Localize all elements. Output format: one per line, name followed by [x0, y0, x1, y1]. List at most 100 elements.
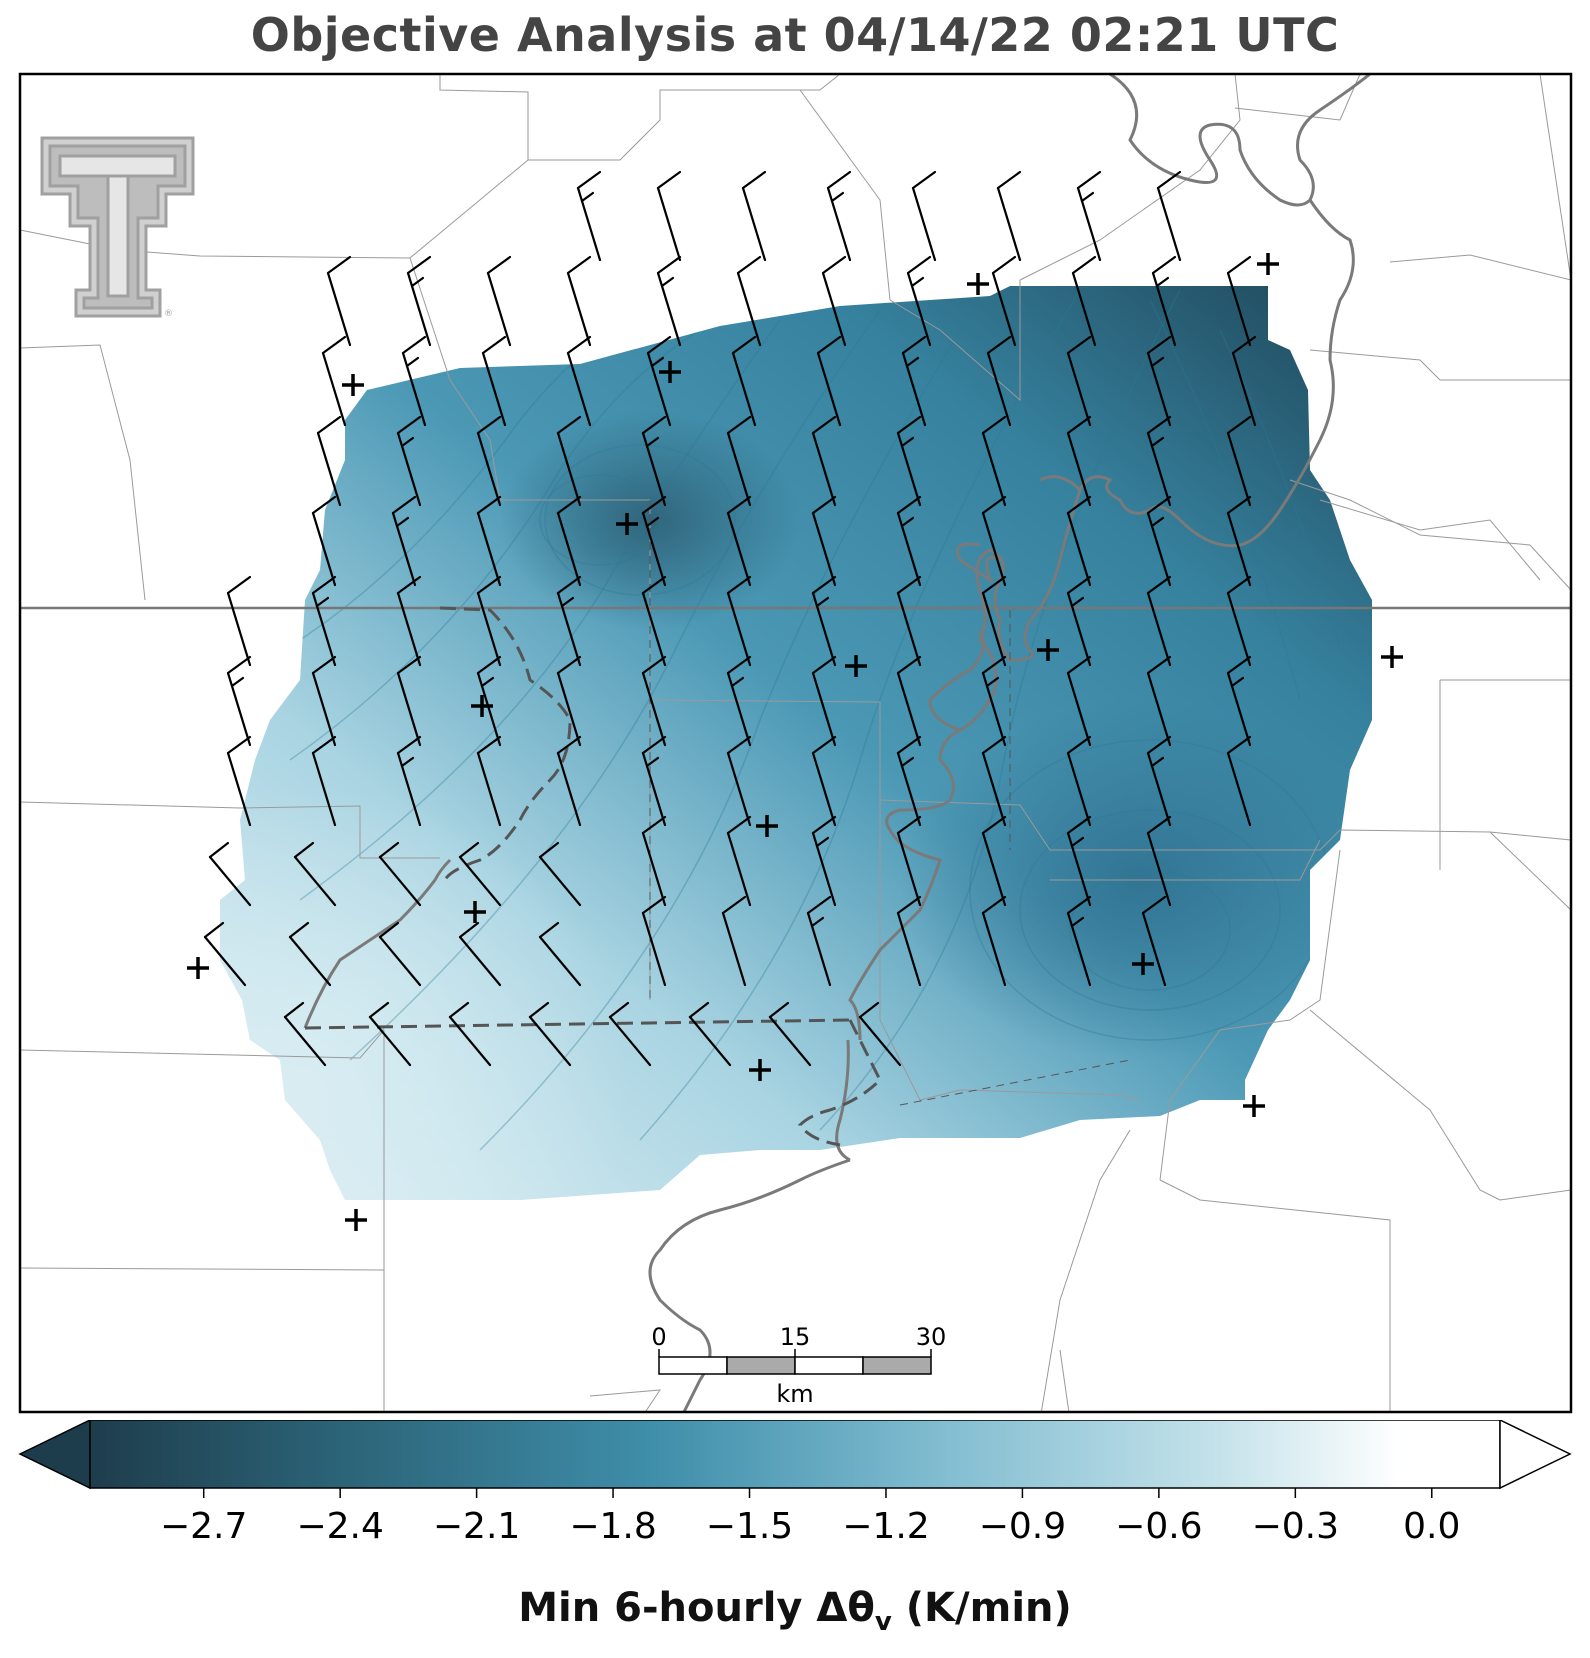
county-borders [20, 74, 1571, 1412]
wind-barb [556, 655, 582, 747]
wind-barb [911, 170, 937, 262]
wind-barb [981, 575, 1007, 667]
wind-barb [811, 495, 837, 587]
wind-barb [538, 921, 582, 987]
wind-barb [486, 255, 512, 347]
wind-barb [1146, 655, 1172, 747]
wind-barb [528, 1001, 572, 1067]
wind-barb [1066, 655, 1092, 747]
wind-barb [396, 575, 422, 667]
wind-barb [226, 655, 252, 747]
wind-barb [811, 815, 837, 907]
wind-barb [906, 255, 932, 347]
wind-barb [293, 841, 337, 907]
wind-barb [1066, 335, 1092, 427]
wind-barb [476, 415, 502, 507]
wind-barb [641, 495, 667, 587]
wind-barb [481, 335, 507, 427]
wind-barb [203, 921, 247, 987]
wind-barb [1066, 495, 1092, 587]
wind-barb [981, 735, 1007, 827]
station-marker [616, 513, 638, 535]
wind-barb [321, 335, 347, 427]
wind-barb [811, 575, 837, 667]
wind-barb [806, 895, 832, 987]
wind-barb [1141, 895, 1167, 987]
scale-tick-15: 15 [780, 1323, 811, 1351]
station-marker [1257, 253, 1279, 275]
wind-barb [721, 895, 747, 987]
station-marker [749, 1059, 771, 1081]
wind-barb [1226, 495, 1252, 587]
wind-barb [896, 815, 922, 907]
contour-lines [289, 289, 1341, 1151]
colorbar-tick-label: −0.9 [979, 1506, 1066, 1547]
colorbar-label: Min 6-hourly Δθv (K/min) [0, 1585, 1590, 1637]
station-marker [464, 901, 486, 923]
wind-barb [641, 895, 667, 987]
station-marker [1132, 953, 1154, 975]
wind-barb [1146, 495, 1172, 587]
wind-barb [608, 1001, 652, 1067]
colorbar-tick-label: −1.2 [842, 1506, 929, 1547]
station-marker [342, 374, 364, 396]
station-marker [756, 815, 778, 837]
wind-barb [378, 921, 422, 987]
colorbar-tick-label: −1.5 [706, 1506, 793, 1547]
wind-barb [458, 921, 502, 987]
station-markers [187, 253, 1403, 1231]
map-panel: ® 0 15 30 km [18, 72, 1573, 1414]
colorbar-tick-label: −2.1 [433, 1506, 520, 1547]
colorbar-ticks: −2.7 −2.4 −2.1 −1.8 −1.5 −1.2 −0.9 −0.6 −0.3 0.0 [160, 1488, 1460, 1547]
wind-barb [896, 895, 922, 987]
wind-barb [646, 335, 672, 427]
wind-barb [726, 575, 752, 667]
wind-barb [1226, 655, 1252, 747]
wind-barb [726, 815, 752, 907]
wind-barb [326, 255, 352, 347]
wind-barb [641, 575, 667, 667]
wind-barbs [203, 170, 1257, 1067]
colorbar-extend-high [1499, 1420, 1572, 1490]
wind-barb [556, 415, 582, 507]
page-title: Objective Analysis at 04/14/22 02:21 UTC [250, 8, 1340, 62]
scale-unit: km [776, 1380, 813, 1408]
wind-barb [811, 655, 837, 747]
wind-barb [641, 735, 667, 827]
wind-barb [476, 655, 502, 747]
wind-barb [476, 495, 502, 587]
wind-barb [311, 735, 337, 827]
wind-barb [726, 655, 752, 747]
wind-barb [458, 841, 502, 907]
wind-barb [981, 415, 1007, 507]
wind-barb [476, 575, 502, 667]
wind-barb [576, 170, 602, 262]
wind-barb [396, 415, 422, 507]
station-marker [187, 957, 209, 979]
wind-barb [311, 495, 337, 587]
wind-barb [1066, 415, 1092, 507]
scale-tick-30: 30 [916, 1323, 947, 1351]
wind-barb [656, 170, 682, 262]
station-marker [345, 1209, 367, 1231]
wind-barb [226, 575, 252, 667]
wind-barb [1066, 575, 1092, 667]
colorbar-label-sub: v [874, 1607, 892, 1637]
station-marker [1243, 1095, 1265, 1117]
svg-text:®: ® [164, 309, 173, 319]
wind-barb [731, 335, 757, 427]
wind-barb [981, 895, 1007, 987]
wind-barb [688, 1001, 732, 1067]
wind-barb [1066, 735, 1092, 827]
station-marker [1037, 639, 1059, 661]
wind-barb [288, 921, 332, 987]
wind-barb [566, 255, 592, 347]
wind-barb [821, 255, 847, 347]
wind-barb [896, 655, 922, 747]
wind-barb [1076, 170, 1102, 262]
wind-barb [736, 255, 762, 347]
colorbar-tick-label: −0.6 [1115, 1506, 1202, 1547]
wind-barb [538, 841, 582, 907]
wind-barb [208, 841, 252, 907]
wind-barb [896, 415, 922, 507]
